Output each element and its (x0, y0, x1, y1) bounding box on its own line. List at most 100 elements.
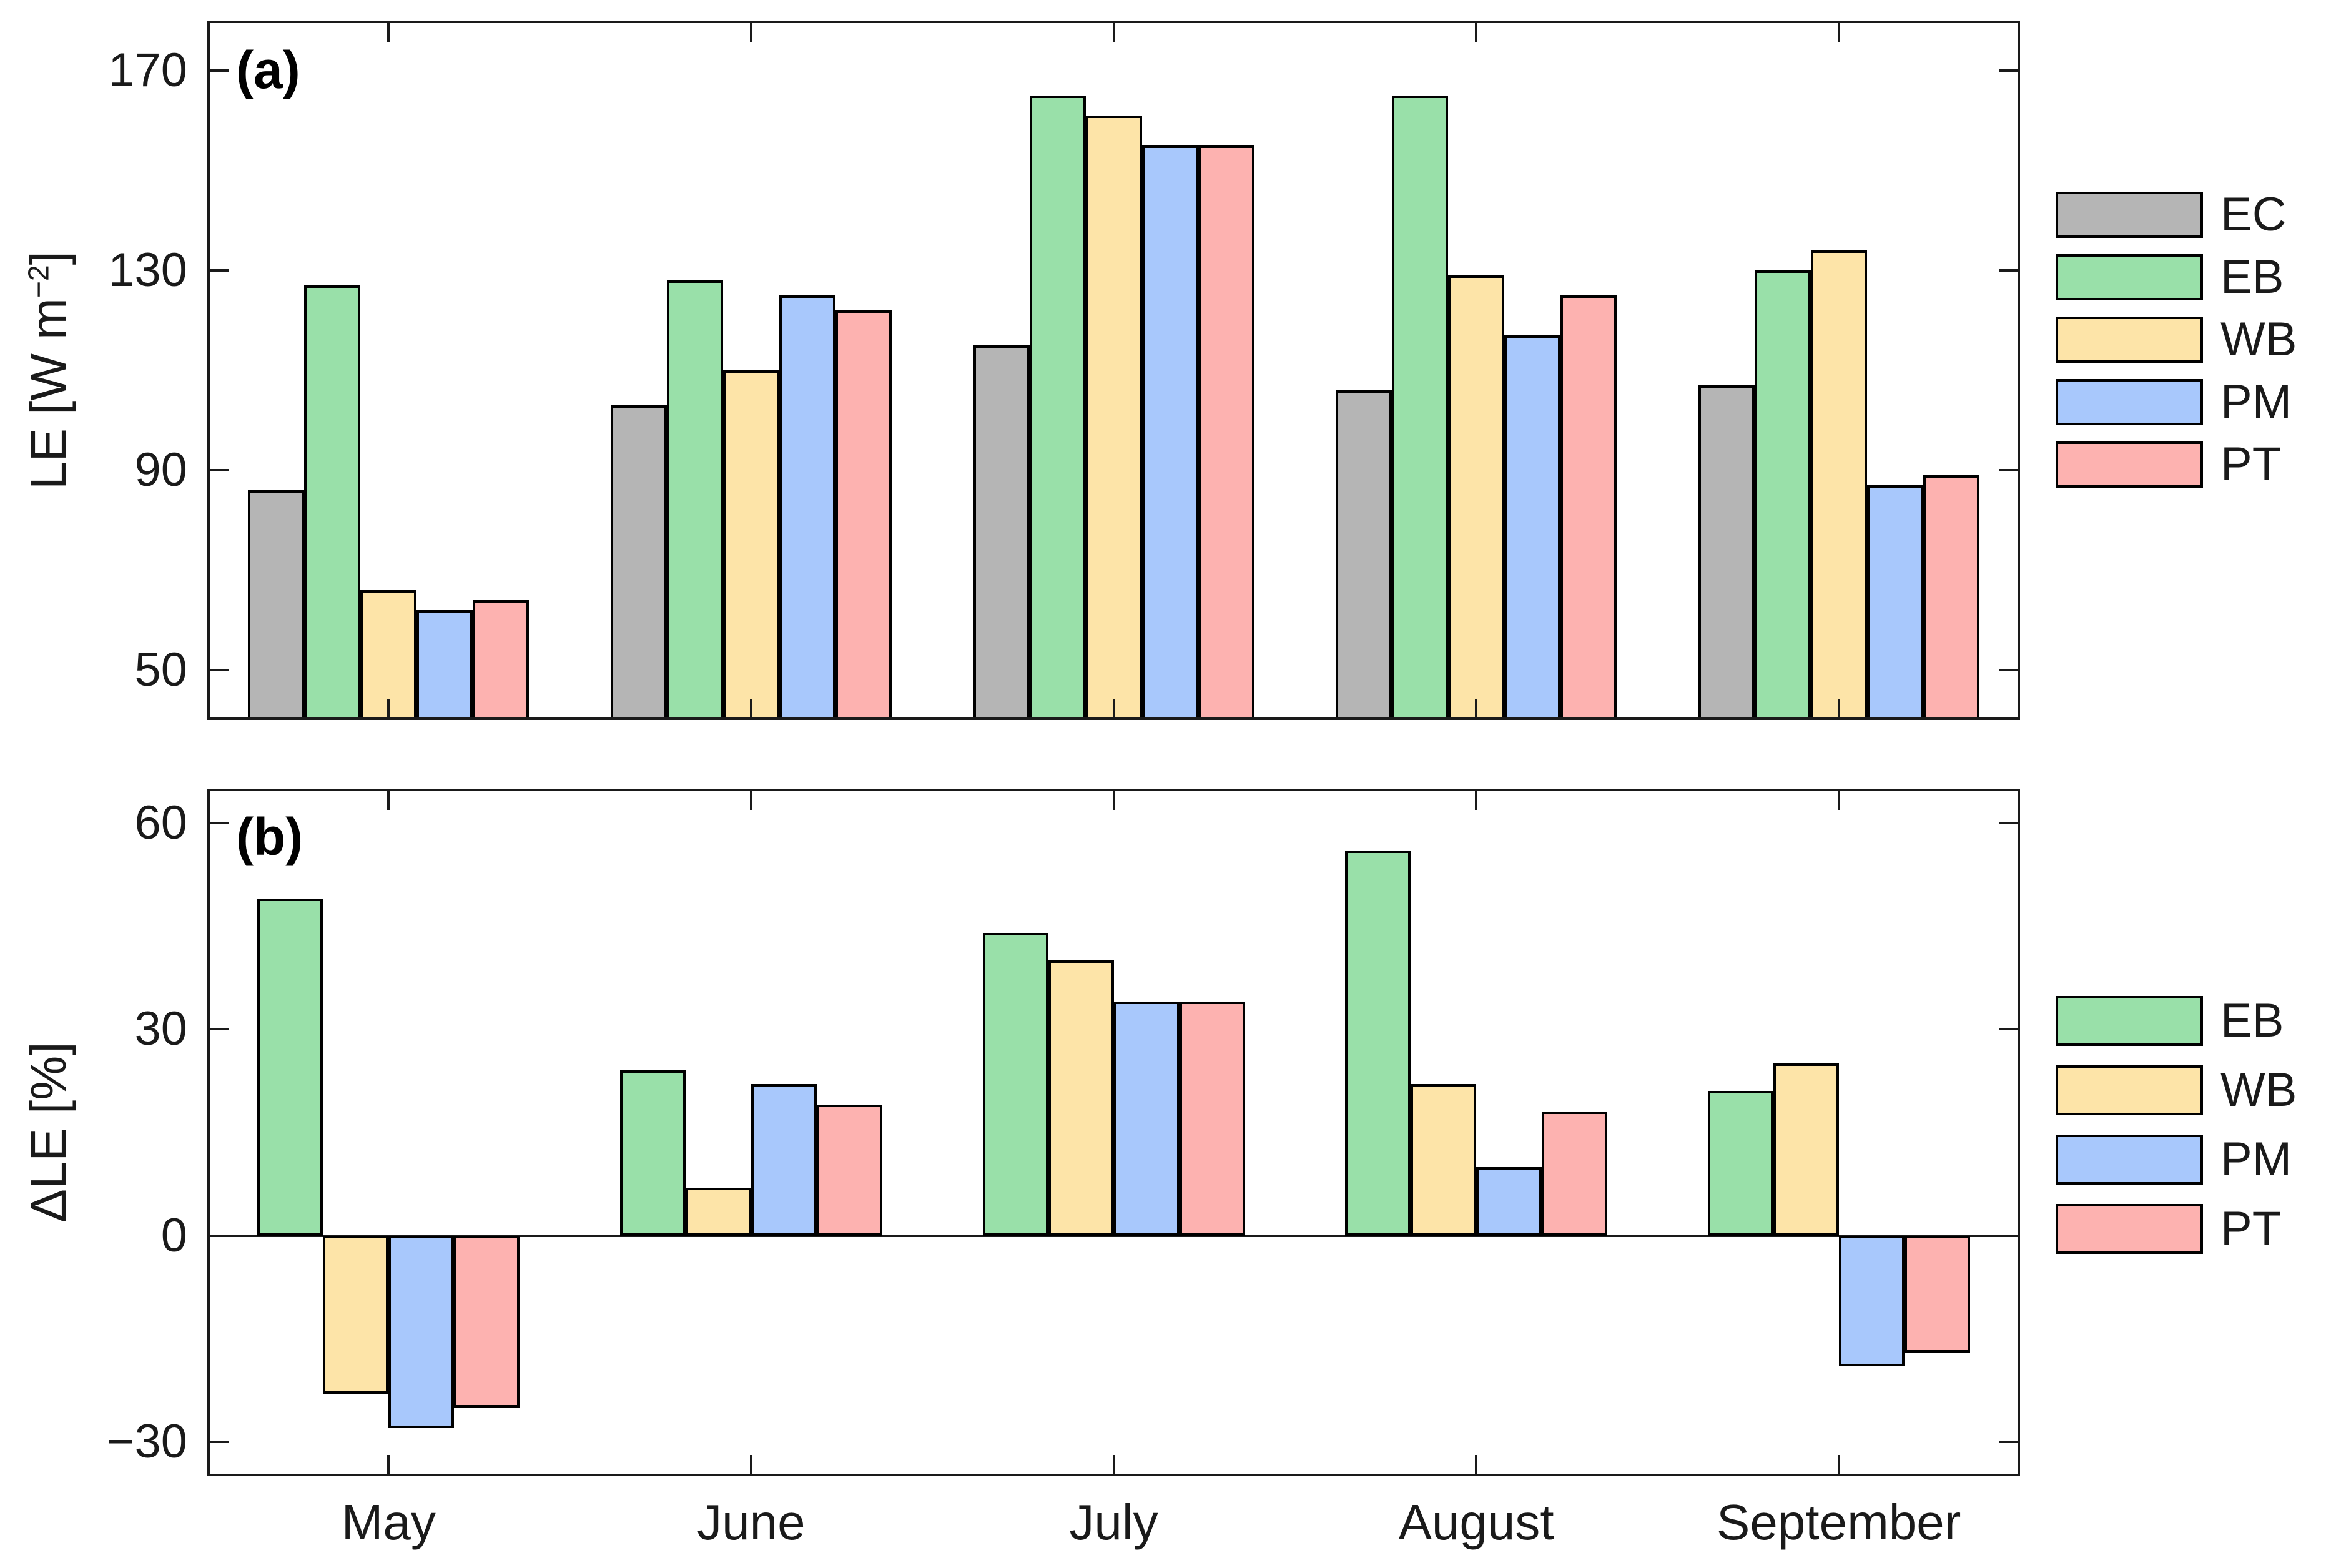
panel-b-bar-eb-may (257, 899, 323, 1236)
panel-b-xtick-top (749, 789, 752, 810)
panel-b-ytick-right (1999, 1440, 2020, 1443)
panel-b-xtick-bottom (1837, 1455, 1840, 1476)
panel-b-bar-pm-may (388, 1235, 455, 1428)
panel-a-bar-pm-may (416, 610, 473, 720)
panel-b-bar-pm-july (1113, 1002, 1180, 1236)
panel-b-bar-pt-may (454, 1235, 520, 1408)
legend-label-eb: EB (2220, 250, 2284, 303)
panel-a-bar-pt-september (1923, 475, 1979, 720)
legend-label-pm: PM (2220, 1133, 2292, 1186)
panel-b-xtick-bottom (387, 1455, 390, 1476)
legend-swatch-ec (2056, 192, 2203, 238)
panel-b-zero-line (207, 1234, 2020, 1237)
panel-b-ytick-right (1999, 822, 2020, 825)
panel-a-xtick-top (749, 21, 752, 42)
panel-a-bar-pt-july (1198, 145, 1254, 720)
legend-label-eb: EB (2220, 994, 2284, 1047)
panel-a-xtick-bottom (749, 699, 752, 720)
panel-a-ytick-right (1999, 669, 2020, 671)
panel-b-ytick-label: −30 (107, 1414, 187, 1468)
panel-b-label: (b) (236, 807, 303, 866)
x-tick-label-june: June (697, 1494, 806, 1550)
panel-b-xtick-bottom (1475, 1455, 1478, 1476)
panel-b-ylabel: ΔLE [%] (21, 1042, 76, 1223)
panel-b-xtick-top (1837, 789, 1840, 810)
panel-b-ytick-left (207, 822, 229, 825)
panel-a-ytick-left (207, 669, 229, 671)
panel-a-ytick-right (1999, 269, 2020, 272)
panel-a-ytick-left (207, 69, 229, 72)
panel-a-bar-eb-june (666, 280, 723, 720)
panel-b-bar-wb-july (1048, 960, 1114, 1236)
panel-a-ytick-right (1999, 469, 2020, 471)
panel-b-bar-wb-august (1411, 1084, 1477, 1236)
panel-b-bar-pt-september (1904, 1235, 1970, 1353)
panel-a-ytick-left (207, 469, 229, 471)
panel-a-bar-wb-september (1810, 250, 1867, 720)
panel-a-ytick-label: 170 (108, 44, 187, 97)
panel-a-bar-wb-may (360, 590, 417, 720)
panel-a-bar-ec-july (973, 345, 1030, 720)
legend-swatch-wb (2056, 317, 2203, 363)
panel-b-bar-eb-september (1707, 1091, 1773, 1236)
panel-a-bar-wb-june (722, 370, 779, 720)
legend-label-pm: PM (2220, 375, 2292, 428)
legend-label-pt: PT (2220, 1202, 2282, 1255)
panel-b-bar-pt-june (816, 1105, 882, 1236)
panel-a-xtick-top (387, 21, 390, 42)
x-tick-label-august: August (1398, 1494, 1554, 1550)
legend-swatch-eb (2056, 254, 2203, 300)
legend-swatch-eb (2056, 996, 2203, 1046)
panel-a-xtick-top (1837, 21, 1840, 42)
legend-swatch-pt (2056, 1204, 2203, 1254)
panel-b-xtick-bottom (749, 1455, 752, 1476)
panel-a-bar-pt-may (473, 600, 530, 720)
panel-a-bar-eb-july (1029, 96, 1086, 720)
legend-label-wb: WB (2220, 313, 2297, 366)
panel-a-bar-eb-may (304, 285, 361, 720)
legend-label-wb: WB (2220, 1063, 2297, 1117)
panel-a-ytick-label: 50 (134, 643, 187, 696)
panel-a-bar-pm-july (1141, 145, 1198, 720)
panel-b-bar-eb-august (1345, 851, 1411, 1236)
panel-a-bar-pm-september (1866, 485, 1923, 720)
panel-a-ytick-right (1999, 69, 2020, 72)
panel-a-xtick-bottom (1112, 699, 1115, 720)
panel-b-bar-pm-september (1838, 1235, 1905, 1366)
panel-a-bar-ec-august (1336, 390, 1392, 720)
panel-a-bar-wb-july (1085, 116, 1142, 720)
panel-a-bar-eb-august (1392, 96, 1449, 720)
legend-label-ec: EC (2220, 188, 2287, 241)
legend-swatch-pt (2056, 441, 2203, 488)
panel-b-bar-pt-august (1542, 1112, 1608, 1236)
panel-b-bar-eb-july (982, 933, 1048, 1236)
panel-b-bar-pm-august (1476, 1166, 1542, 1236)
panel-b-xtick-top (1112, 789, 1115, 810)
panel-b-ytick-left (207, 1028, 229, 1031)
panel-a-xtick-bottom (1475, 699, 1478, 720)
panel-a-bar-ec-june (610, 405, 667, 720)
panel-b-bar-eb-june (619, 1070, 686, 1236)
x-tick-label-july: July (1069, 1494, 1158, 1550)
panel-b-ytick-label: 30 (134, 1002, 187, 1056)
panel-b-xtick-top (387, 789, 390, 810)
panel-b-bar-pt-july (1179, 1002, 1245, 1236)
panel-a-bar-ec-may (248, 490, 305, 720)
panel-b-ytick-left (207, 1234, 229, 1237)
panel-b-xtick-top (1475, 789, 1478, 810)
panel-a-bar-pm-august (1504, 335, 1561, 720)
panel-b-bar-pm-june (751, 1084, 817, 1236)
panel-b-xtick-bottom (1112, 1455, 1115, 1476)
panel-b-bar-wb-june (685, 1187, 751, 1236)
legend-swatch-wb (2056, 1065, 2203, 1115)
panel-a-bar-pt-august (1560, 295, 1617, 720)
legend-label-pt: PT (2220, 438, 2282, 491)
panel-b-bar-wb-september (1773, 1063, 1839, 1236)
panel-b-ytick-label: 60 (134, 796, 187, 850)
panel-a-xtick-top (1112, 21, 1115, 42)
panel-a-ytick-label: 90 (134, 443, 187, 496)
legend-swatch-pm (2056, 379, 2203, 425)
panel-b-bar-wb-may (323, 1235, 389, 1394)
panel-a-ytick-label: 130 (108, 244, 187, 297)
